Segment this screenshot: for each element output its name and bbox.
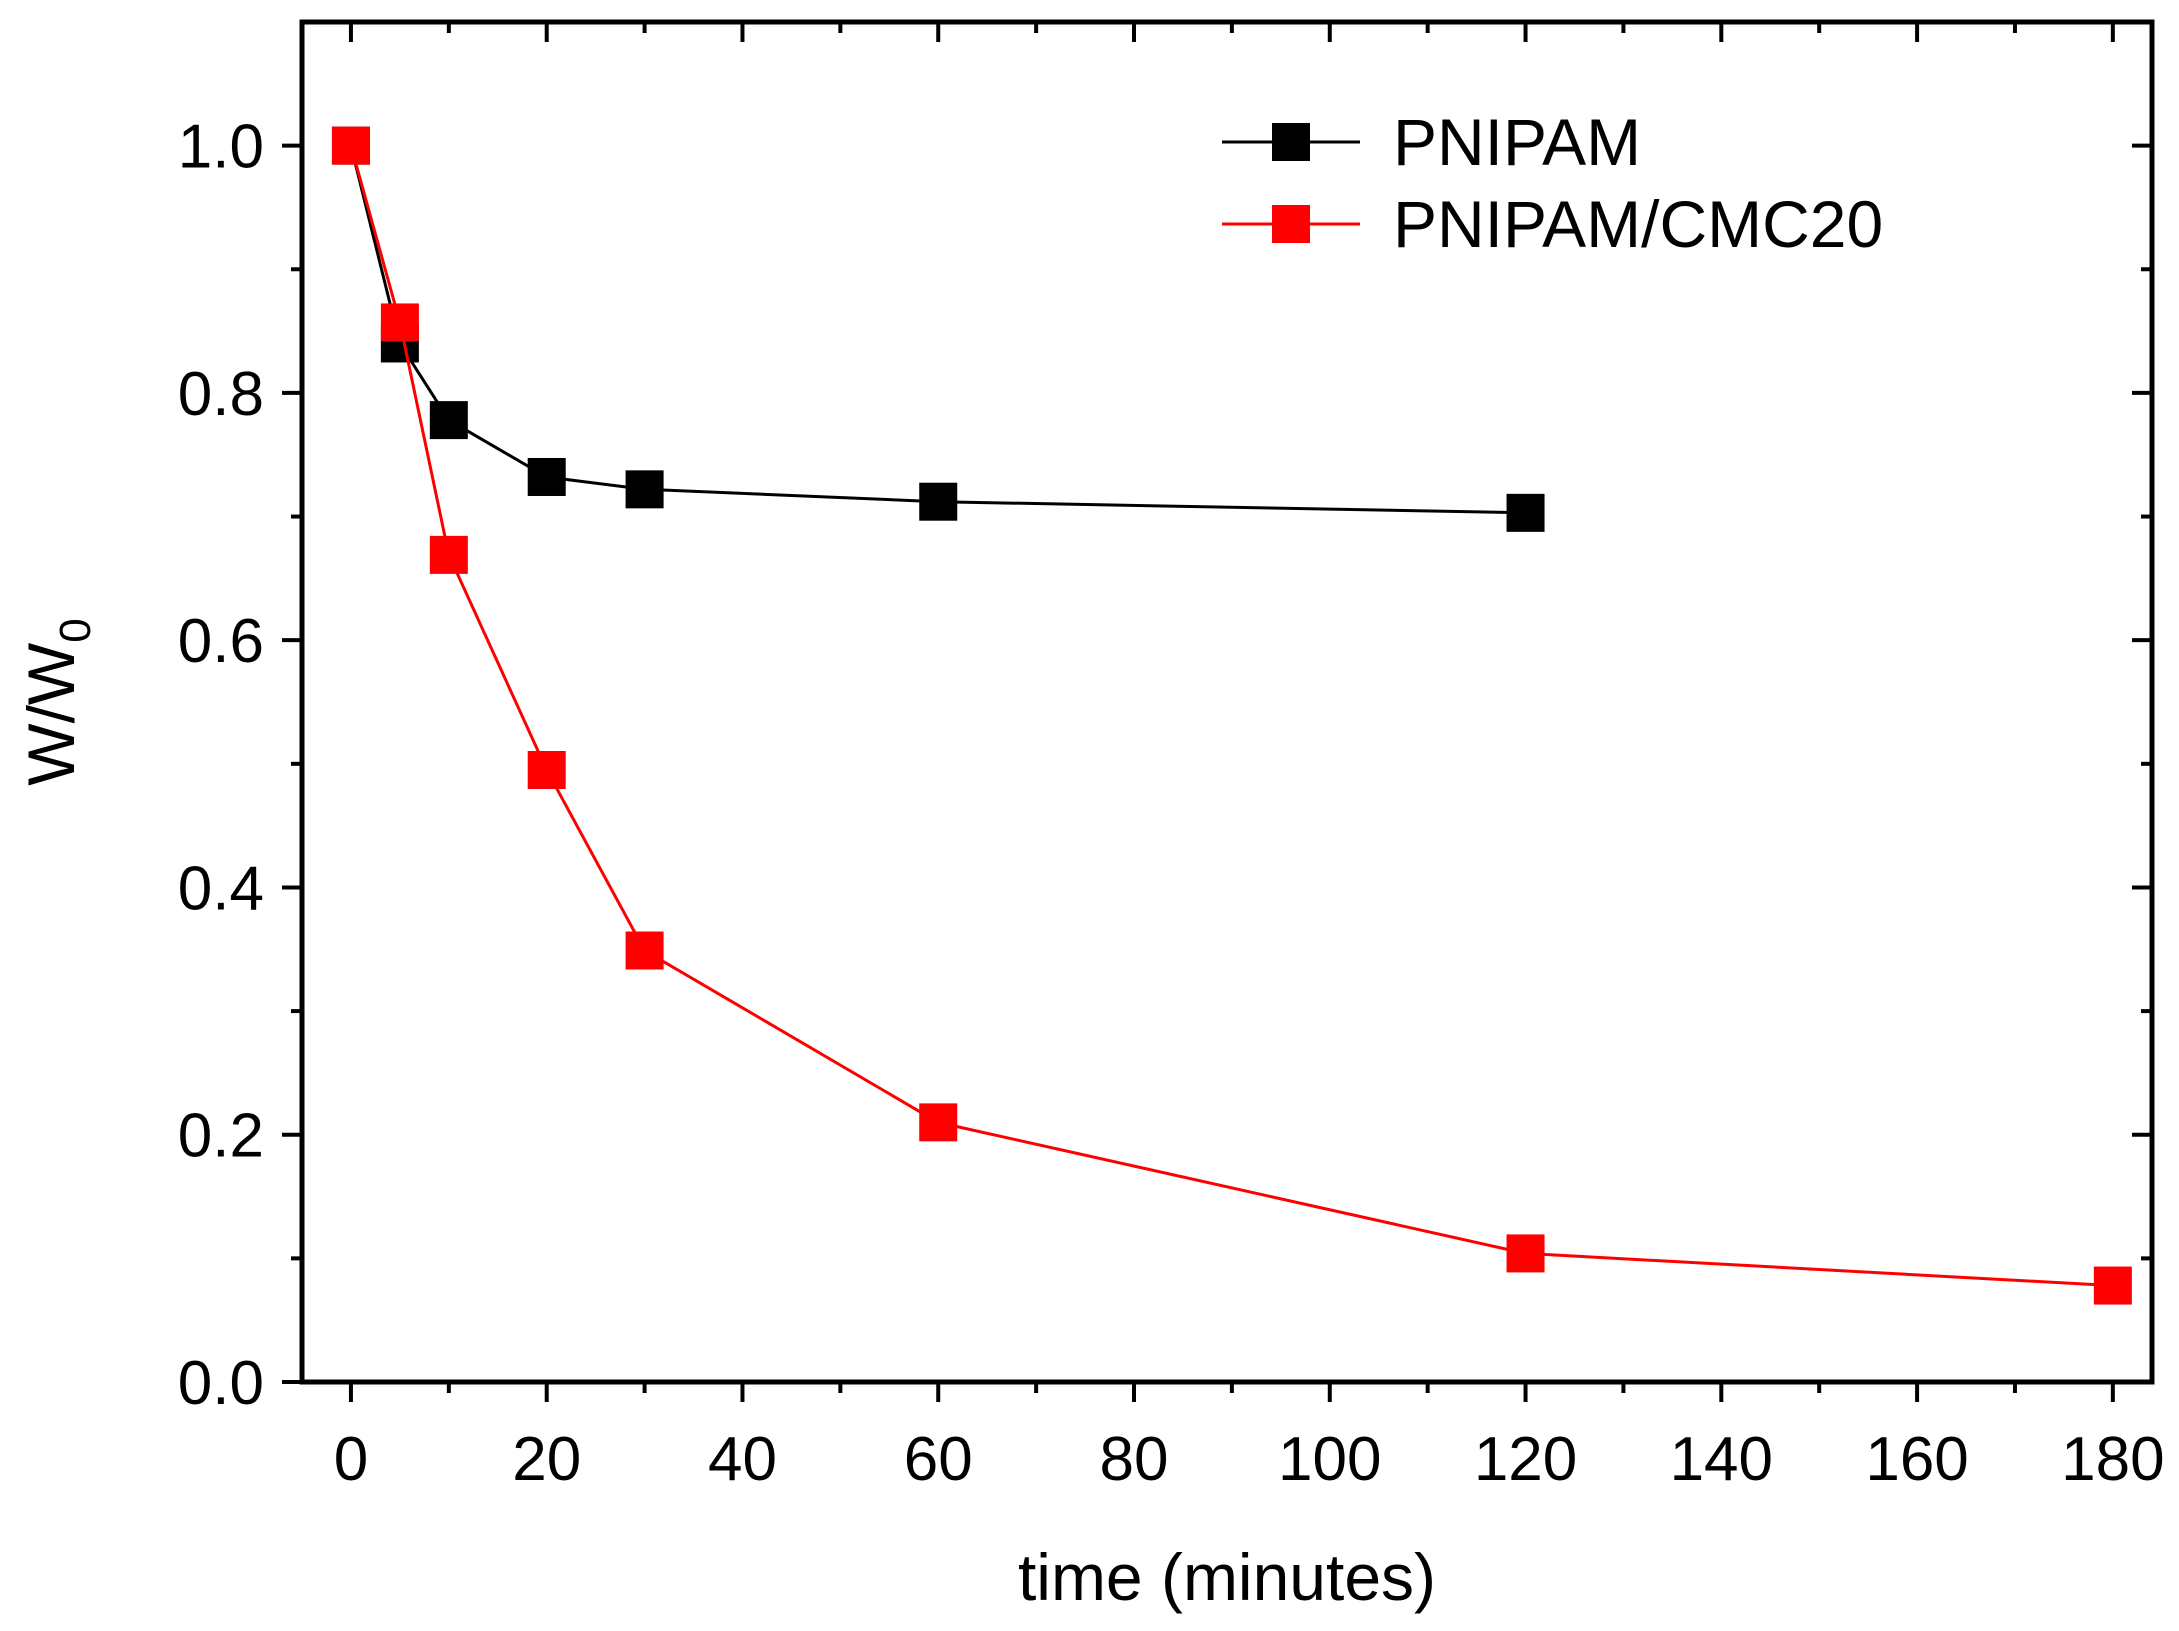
data-point-pnipam-cmc20 [625, 931, 664, 970]
y-tick-label: 0.2 [178, 1102, 264, 1171]
data-point-pnipam [1506, 493, 1545, 532]
data-point-pnipam-cmc20 [380, 303, 419, 342]
legend-entry-pnipam-cmc20: PNIPAM/CMC20 [1222, 187, 1883, 261]
data-point-pnipam-cmc20 [919, 1103, 958, 1142]
x-tick-label: 0 [334, 1425, 368, 1494]
plot-frame [299, 19, 2155, 1385]
data-point-pnipam-cmc20 [2093, 1266, 2132, 1305]
data-point-pnipam [919, 482, 958, 521]
data-point-pnipam [527, 457, 566, 496]
data-point-pnipam-cmc20 [1506, 1234, 1545, 1273]
x-tick-label: 120 [1474, 1425, 1577, 1494]
axis-ticks [282, 22, 2152, 1402]
x-tick-label: 180 [2061, 1425, 2164, 1494]
legend-label-pnipam: PNIPAM [1393, 105, 1641, 179]
data-point-pnipam [429, 401, 468, 440]
x-tick-label: 140 [1670, 1425, 1773, 1494]
legend: PNIPAM PNIPAM/CMC20 [1222, 105, 1883, 261]
y-tick-label: 0.0 [178, 1349, 264, 1418]
x-axis-title: time (minutes) [1018, 1540, 1436, 1614]
y-axis-title: W/W0 [14, 618, 100, 785]
y-tick-label: 0.8 [178, 360, 264, 429]
y-tick-label: 0.6 [178, 607, 264, 676]
x-tick-label: 40 [708, 1425, 777, 1494]
series-pnipam-cmc20 [331, 126, 2132, 1305]
data-point-pnipam-cmc20 [527, 751, 566, 789]
y-axis-title-subscript: 0 [51, 618, 100, 642]
y-axis-title-main: W/W [14, 642, 88, 786]
data-point-pnipam-cmc20 [429, 535, 468, 574]
series-pnipam [331, 126, 1545, 532]
x-tick-label: 80 [1100, 1425, 1169, 1494]
series-line-pnipam [349, 145, 1526, 515]
y-tick-label: 1.0 [178, 113, 264, 182]
data-point-pnipam-cmc20 [331, 126, 370, 165]
x-tick-label: 160 [1865, 1425, 1968, 1494]
y-tick-label: 0.4 [178, 854, 264, 923]
x-tick-label: 100 [1278, 1425, 1381, 1494]
x-tick-label: 20 [512, 1425, 581, 1494]
series-line-pnipam-cmc20 [349, 145, 2113, 1288]
legend-marker-pnipam [1272, 123, 1310, 161]
x-tick-labels: 0 20 40 60 80 100 120 140 160 180 [334, 1425, 2165, 1494]
legend-entry-pnipam: PNIPAM [1222, 105, 1641, 179]
y-tick-labels: 0.0 0.2 0.4 0.6 0.8 1.0 [178, 113, 264, 1418]
x-tick-label: 60 [904, 1425, 973, 1494]
legend-marker-pnipam-cmc20 [1272, 205, 1310, 243]
legend-label-pnipam-cmc20: PNIPAM/CMC20 [1393, 187, 1883, 261]
series-layer [331, 126, 2132, 1305]
data-point-pnipam [625, 470, 664, 509]
